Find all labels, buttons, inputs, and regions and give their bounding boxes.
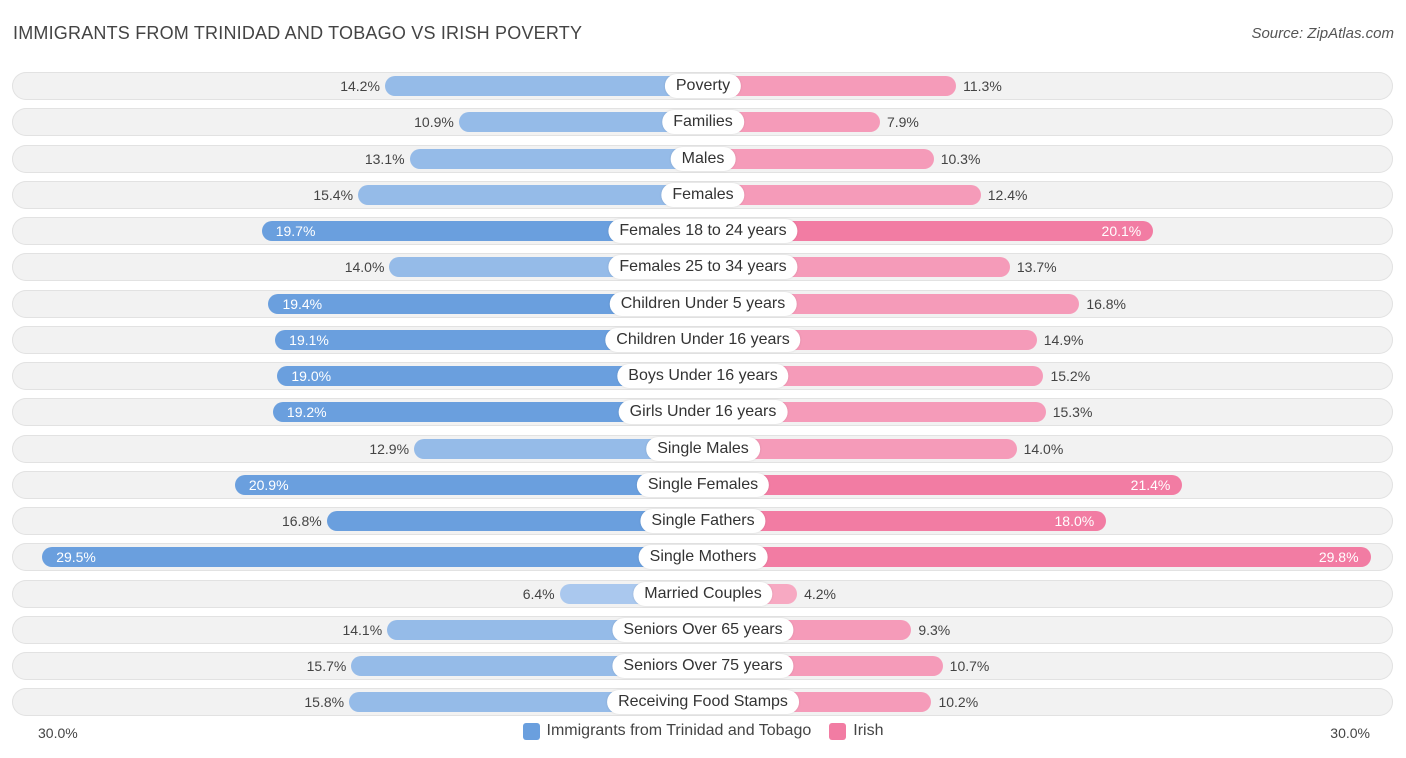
value-irish-poverty: 11.3%: [963, 78, 1002, 94]
value-irish-females-25-to-34-years: 13.7%: [1016, 259, 1057, 276]
value-immigrants-seniors-over-65-years: 14.1%: [342, 621, 383, 638]
value-irish-married-couples: 4.2%: [804, 585, 836, 602]
legend-swatch-immigrants: [522, 722, 540, 740]
value-immigrants-children-under-5-years: 19.4%: [282, 295, 323, 312]
value-immigrants-single-females: 20.9%: [248, 476, 289, 493]
value-immigrants-single-males: 12.9%: [369, 440, 410, 457]
category-label-children-under-5-years: Children Under 5 years: [609, 291, 797, 316]
category-label-females-18-to-24-years: Females 18 to 24 years: [608, 219, 798, 243]
value-immigrants-boys-under-16-years: 19.0%: [291, 368, 332, 384]
bar-immigrants-females-18-to-24-years[interactable]: [261, 221, 703, 241]
category-label-females-25-to-34-years: Females 25 to 34 years: [608, 255, 798, 280]
bar-immigrants-single-mothers[interactable]: [42, 547, 703, 568]
bar-irish-females-18-to-24-years[interactable]: [703, 221, 1154, 241]
axis-label-right: 30.0%: [1330, 725, 1370, 741]
category-label-poverty: Poverty: [664, 74, 742, 98]
value-irish-girls-under-16-years: 15.3%: [1052, 404, 1093, 421]
legend-swatch-irish: [829, 722, 847, 740]
value-immigrants-single-fathers: 16.8%: [281, 513, 322, 529]
value-immigrants-seniors-over-75-years: 15.7%: [306, 658, 347, 674]
bar-irish-females[interactable]: [703, 184, 981, 205]
value-irish-males: 10.3%: [940, 150, 981, 167]
category-label-single-males: Single Males: [646, 436, 760, 461]
category-label-married-couples: Married Couples: [633, 581, 773, 606]
category-label-single-mothers: Single Mothers: [638, 545, 768, 570]
bar-immigrants-children-under-5-years[interactable]: [268, 293, 703, 314]
category-label-single-fathers: Single Fathers: [640, 509, 766, 533]
bar-immigrants-males[interactable]: [409, 148, 703, 169]
legend-label-irish: Irish: [853, 722, 884, 739]
category-label-single-females: Single Females: [636, 472, 770, 497]
value-irish-families: 7.9%: [886, 114, 919, 131]
bar-irish-single-females[interactable]: [703, 474, 1183, 495]
bar-irish-poverty[interactable]: [703, 76, 957, 96]
bar-irish-families[interactable]: [703, 112, 880, 133]
value-immigrants-males: 13.1%: [364, 150, 405, 167]
value-irish-females-18-to-24-years: 20.1%: [1101, 223, 1142, 239]
value-immigrants-poverty: 14.2%: [340, 78, 380, 94]
value-immigrants-girls-under-16-years: 19.2%: [286, 404, 327, 421]
value-irish-single-fathers: 18.0%: [1054, 513, 1095, 529]
bar-irish-single-males[interactable]: [703, 438, 1017, 459]
bar-immigrants-single-fathers[interactable]: [326, 511, 703, 531]
value-irish-single-males: 14.0%: [1023, 440, 1064, 457]
category-label-males: Males: [670, 146, 736, 171]
source-credit: Source: ZipAtlas.com: [1251, 25, 1394, 42]
value-immigrants-females-18-to-24-years: 19.7%: [275, 223, 316, 239]
bar-immigrants-girls-under-16-years[interactable]: [272, 402, 703, 423]
bar-irish-girls-under-16-years[interactable]: [703, 402, 1046, 423]
legend: Immigrants from Trinidad and Tobago Iris…: [0, 722, 1406, 740]
value-immigrants-married-couples: 6.4%: [522, 585, 555, 602]
bar-immigrants-females[interactable]: [358, 184, 703, 205]
value-irish-single-mothers: 29.8%: [1318, 549, 1359, 566]
value-immigrants-children-under-16-years: 19.1%: [289, 331, 329, 348]
legend-item-irish[interactable]: Irish: [829, 722, 883, 740]
bar-immigrants-children-under-16-years[interactable]: [275, 329, 703, 350]
category-label-seniors-over-65-years: Seniors Over 65 years: [612, 617, 794, 642]
value-irish-children-under-5-years: 16.8%: [1086, 295, 1127, 312]
value-irish-boys-under-16-years: 15.2%: [1050, 368, 1091, 384]
bar-irish-children-under-5-years[interactable]: [703, 293, 1080, 314]
bar-immigrants-boys-under-16-years[interactable]: [277, 366, 703, 386]
value-immigrants-females: 15.4%: [313, 186, 354, 203]
value-irish-seniors-over-75-years: 10.7%: [949, 658, 990, 674]
value-immigrants-single-mothers: 29.5%: [56, 549, 96, 566]
legend-item-immigrants[interactable]: Immigrants from Trinidad and Tobago: [522, 722, 812, 740]
value-immigrants-receiving-food-stamps: 15.8%: [304, 694, 345, 711]
legend-label-immigrants: Immigrants from Trinidad and Tobago: [546, 722, 812, 739]
bar-irish-single-mothers[interactable]: [703, 547, 1371, 568]
axis-label-left: 30.0%: [38, 725, 78, 741]
bar-immigrants-families[interactable]: [458, 112, 703, 133]
value-irish-children-under-16-years: 14.9%: [1043, 331, 1084, 348]
value-irish-single-females: 21.4%: [1130, 476, 1171, 493]
chart-title: IMMIGRANTS FROM TRINIDAD AND TOBAGO VS I…: [13, 23, 583, 43]
bar-immigrants-single-females[interactable]: [234, 474, 703, 495]
category-label-seniors-over-75-years: Seniors Over 75 years: [612, 654, 794, 678]
value-immigrants-families: 10.9%: [414, 114, 454, 131]
bar-irish-single-fathers[interactable]: [703, 511, 1107, 531]
bar-irish-boys-under-16-years[interactable]: [703, 366, 1044, 386]
category-label-families: Families: [662, 110, 744, 135]
bar-immigrants-single-males[interactable]: [414, 438, 703, 459]
bar-immigrants-poverty[interactable]: [384, 76, 703, 96]
bar-irish-males[interactable]: [703, 148, 934, 169]
category-label-girls-under-16-years: Girls Under 16 years: [618, 400, 788, 425]
category-label-receiving-food-stamps: Receiving Food Stamps: [607, 690, 799, 715]
category-label-boys-under-16-years: Boys Under 16 years: [617, 364, 789, 388]
value-irish-seniors-over-65-years: 9.3%: [918, 621, 951, 638]
value-irish-females: 12.4%: [987, 186, 1028, 203]
category-label-children-under-16-years: Children Under 16 years: [605, 327, 801, 352]
category-label-females: Females: [661, 182, 745, 207]
value-immigrants-females-25-to-34-years: 14.0%: [344, 259, 385, 276]
value-irish-receiving-food-stamps: 10.2%: [938, 694, 979, 711]
